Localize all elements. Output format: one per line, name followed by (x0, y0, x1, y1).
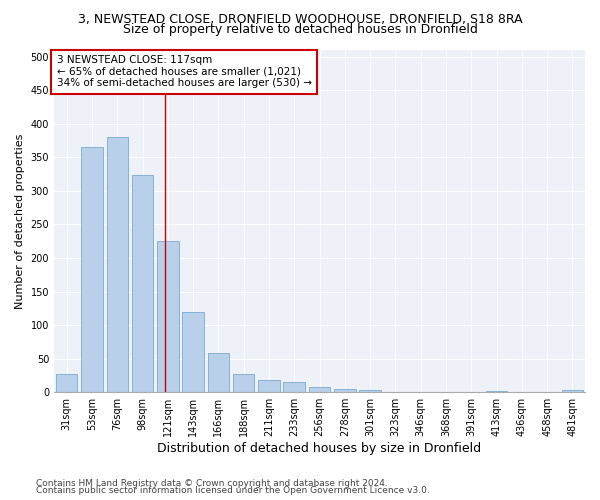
Text: 3, NEWSTEAD CLOSE, DRONFIELD WOODHOUSE, DRONFIELD, S18 8RA: 3, NEWSTEAD CLOSE, DRONFIELD WOODHOUSE, … (77, 12, 523, 26)
Bar (208, 354, 229, 392)
Bar (81, 148, 103, 392)
Bar (334, 389, 356, 392)
Bar (107, 137, 128, 392)
Text: 3 NEWSTEAD CLOSE: 117sqm
← 65% of detached houses are smaller (1,021)
34% of sem: 3 NEWSTEAD CLOSE: 117sqm ← 65% of detach… (56, 55, 311, 88)
Bar (486, 391, 507, 392)
Y-axis label: Number of detached properties: Number of detached properties (15, 134, 25, 309)
Bar (283, 382, 305, 392)
Bar (359, 390, 381, 392)
Bar (157, 241, 179, 392)
Text: Size of property relative to detached houses in Dronfield: Size of property relative to detached ho… (122, 22, 478, 36)
Bar (562, 390, 583, 392)
Bar (309, 387, 330, 392)
Text: Contains public sector information licensed under the Open Government Licence v3: Contains public sector information licen… (36, 486, 430, 495)
Bar (182, 312, 204, 392)
Bar (233, 374, 254, 392)
X-axis label: Distribution of detached houses by size in Dronfield: Distribution of detached houses by size … (157, 442, 482, 455)
Text: Contains HM Land Registry data © Crown copyright and database right 2024.: Contains HM Land Registry data © Crown c… (36, 478, 388, 488)
Bar (132, 176, 153, 392)
Bar (258, 380, 280, 392)
Bar (56, 374, 77, 392)
